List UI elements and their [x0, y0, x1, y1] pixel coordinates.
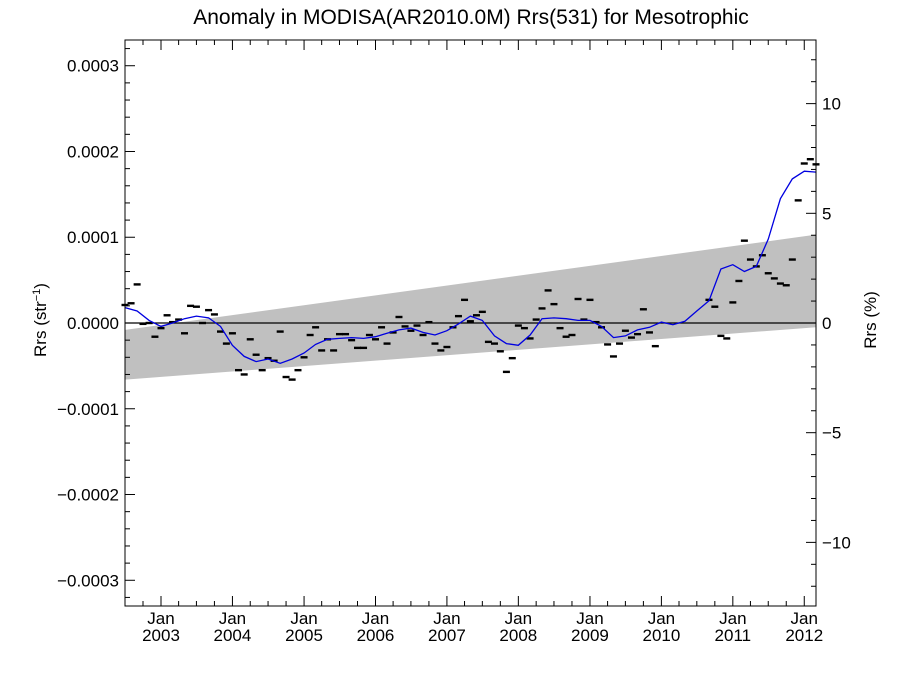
y2-tick-label: 10: [822, 95, 841, 114]
y2-tick-label: −5: [822, 424, 841, 443]
y-tick-label: −0.0001: [57, 400, 119, 419]
left-axis-label-close: ): [31, 283, 50, 289]
left-axis-label-text: Rrs (str: [31, 301, 50, 357]
x-tick-month: Jan: [290, 609, 317, 628]
right-axis-label: Rrs (%): [861, 291, 880, 349]
x-tick-month: Jan: [576, 609, 603, 628]
x-tick-month: Jan: [362, 609, 389, 628]
chart-title: Anomaly in MODISA(AR2010.0M) Rrs(531) fo…: [193, 6, 749, 29]
x-tick-year: 2012: [785, 626, 823, 645]
x-tick-year: 2011: [715, 626, 752, 645]
x-tick-year: 2009: [571, 626, 609, 645]
y2-tick-label: −10: [822, 533, 851, 552]
y2-tick-label: 5: [822, 204, 831, 223]
x-tick-year: 2006: [357, 626, 395, 645]
left-axis-ticks: 0.0003 0.0002 0.0001 0.0000 −0.0001 −0.0002 −0…: [57, 48, 135, 598]
left-axis-label: Rrs (str−1): [31, 283, 50, 357]
y-tick-label: 0.0001: [67, 228, 119, 247]
y-tick-label: −0.0003: [57, 571, 119, 590]
x-tick-month: Jan: [719, 609, 746, 628]
x-tick-year: 2003: [142, 626, 180, 645]
monthly-points: [121, 158, 820, 381]
x-tick-month: Jan: [147, 609, 174, 628]
y-tick-label: 0.0003: [67, 57, 119, 76]
date-axis-ticks: Jan2003Jan2004Jan2005Jan2006Jan2007Jan20…: [124, 40, 823, 645]
x-tick-month: Jan: [505, 609, 532, 628]
y-tick-label: −0.0002: [57, 486, 119, 505]
uncertainty-band: [125, 234, 816, 380]
x-tick-month: Jan: [219, 609, 246, 628]
y-tick-label: 0.0000: [67, 314, 119, 333]
x-tick-month: Jan: [433, 609, 460, 628]
x-tick-month: Jan: [791, 609, 818, 628]
smoothed-line: [124, 170, 817, 364]
left-axis-label-superscript: −1: [31, 289, 43, 302]
x-tick-year: 2008: [499, 626, 537, 645]
y2-tick-label: 0: [822, 314, 831, 333]
x-tick-year: 2010: [642, 626, 680, 645]
x-tick-year: 2005: [285, 626, 323, 645]
right-axis-ticks: 10 5 0 −5 −10: [806, 59, 851, 587]
plot-area: [121, 39, 820, 607]
x-tick-month: Jan: [648, 609, 675, 628]
y-tick-label: 0.0002: [67, 142, 119, 161]
x-tick-year: 2007: [428, 626, 466, 645]
x-tick-year: 2004: [214, 626, 252, 645]
